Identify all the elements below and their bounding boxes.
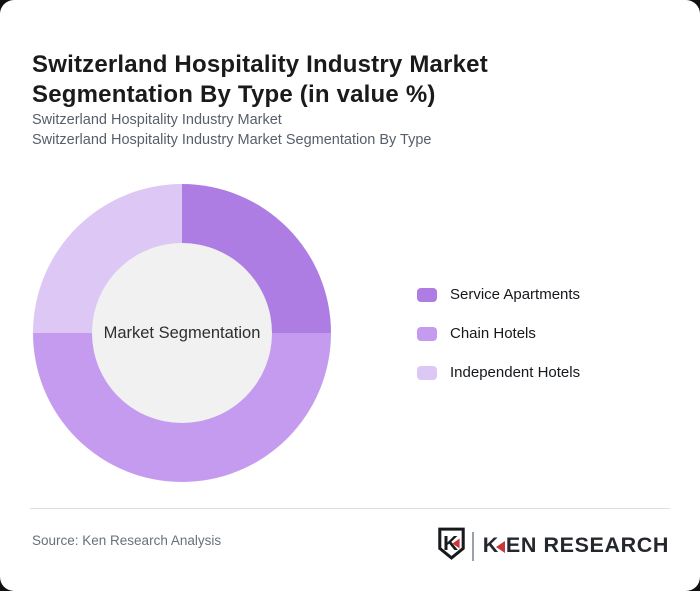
page-title: Switzerland Hospitality Industry Market … (32, 51, 488, 109)
legend-label-chain-hotels: Chain Hotels (450, 325, 536, 342)
legend-swatch-chain-hotels (417, 326, 437, 341)
donut-center-label: Market Segmentation (103, 323, 261, 342)
chart-legend: Service Apartments Chain Hotels Independ… (417, 286, 580, 381)
subtitle-block: Switzerland Hospitality Industry Market … (32, 110, 431, 150)
legend-item-service-apartments: Service Apartments (417, 286, 580, 303)
logo-wordmark: K EN RESEARCH (483, 535, 669, 557)
donut-hole: Market Segmentation (92, 243, 272, 423)
logo-letter-k: K (482, 533, 499, 558)
legend-swatch-service-apartments (417, 287, 437, 302)
footer-divider (30, 508, 670, 509)
donut-chart: Market Segmentation (33, 184, 331, 482)
logo-divider-bar (471, 531, 474, 561)
red-triangle-icon (495, 540, 505, 553)
ken-research-logo: K K EN RESEARCH (438, 527, 669, 565)
legend-label-service-apartments: Service Apartments (450, 286, 581, 303)
legend-item-chain-hotels: Chain Hotels (417, 325, 580, 342)
legend-label-independent-hotels: Independent Hotels (450, 364, 581, 381)
subtitle-line-2: Switzerland Hospitality Industry Market … (32, 132, 432, 148)
source-text: Source: Ken Research Analysis (32, 533, 222, 548)
legend-item-independent-hotels: Independent Hotels (417, 364, 580, 381)
legend-swatch-independent-hotels (417, 365, 437, 380)
subtitle-line-1: Switzerland Hospitality Industry Market (32, 112, 282, 128)
ken-research-shield-icon: K (438, 527, 465, 565)
logo-name-rest: EN RESEARCH (505, 533, 669, 558)
svg-text:K: K (443, 532, 458, 555)
